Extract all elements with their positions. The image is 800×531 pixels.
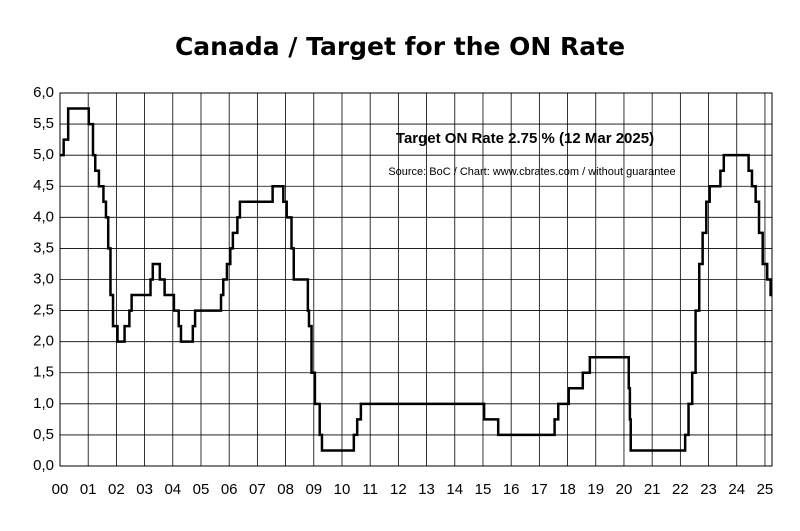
x-tick-label: 04 (164, 481, 181, 498)
x-tick-label: 15 (475, 481, 492, 498)
x-tick-label: 08 (277, 481, 294, 498)
x-tick-label: 06 (221, 481, 238, 498)
x-tick-label: 10 (334, 481, 351, 498)
annotation: Source: BoC / Chart: www.cbrates.com / w… (388, 166, 675, 178)
x-tick-label: 19 (587, 481, 604, 498)
x-tick-label: 25 (757, 481, 774, 498)
plot-border (59, 92, 773, 467)
x-tick-label: 12 (390, 481, 407, 498)
x-tick-label: 01 (80, 481, 97, 498)
x-tick-label: 00 (52, 481, 69, 498)
y-tick-label: 2,0 (33, 333, 54, 350)
y-tick-label: 1,0 (33, 395, 54, 412)
x-tick-label: 23 (700, 481, 717, 498)
x-tick-label: 16 (503, 481, 520, 498)
x-tick-label: 17 (531, 481, 548, 498)
chart-title: Canada / Target for the ON Rate (175, 32, 625, 61)
y-tick-label: 5,5 (33, 115, 54, 132)
y-tick-label: 6,0 (33, 84, 54, 101)
x-tick-label: 18 (559, 481, 576, 498)
x-tick-label: 21 (644, 481, 661, 498)
x-tick-label: 02 (108, 481, 125, 498)
x-tick-label: 11 (362, 481, 378, 498)
x-tick-label: 24 (728, 481, 745, 498)
x-tick-label: 13 (418, 481, 435, 498)
x-tick-label: 09 (305, 481, 322, 498)
annotation: Target ON Rate 2.75 % (12 Mar 2025) (396, 130, 654, 147)
x-tick-label: 07 (249, 481, 266, 498)
rate-line (60, 107, 772, 452)
x-tick-label: 14 (446, 481, 463, 498)
y-tick-label: 3,5 (33, 239, 54, 256)
y-tick-label: 2,5 (33, 302, 54, 319)
y-tick-label: 0,5 (33, 426, 54, 443)
x-tick-label: 20 (616, 481, 633, 498)
x-tick-label: 03 (136, 481, 153, 498)
x-tick-label: 05 (193, 481, 210, 498)
x-tick-label: 22 (672, 481, 689, 498)
y-tick-label: 4,0 (33, 208, 54, 225)
y-tick-label: 3,0 (33, 270, 54, 287)
y-tick-label: 1,5 (33, 364, 54, 381)
y-tick-label: 4,5 (33, 177, 54, 194)
y-tick-label: 5,0 (33, 146, 54, 163)
y-tick-label: 0,0 (33, 457, 54, 474)
